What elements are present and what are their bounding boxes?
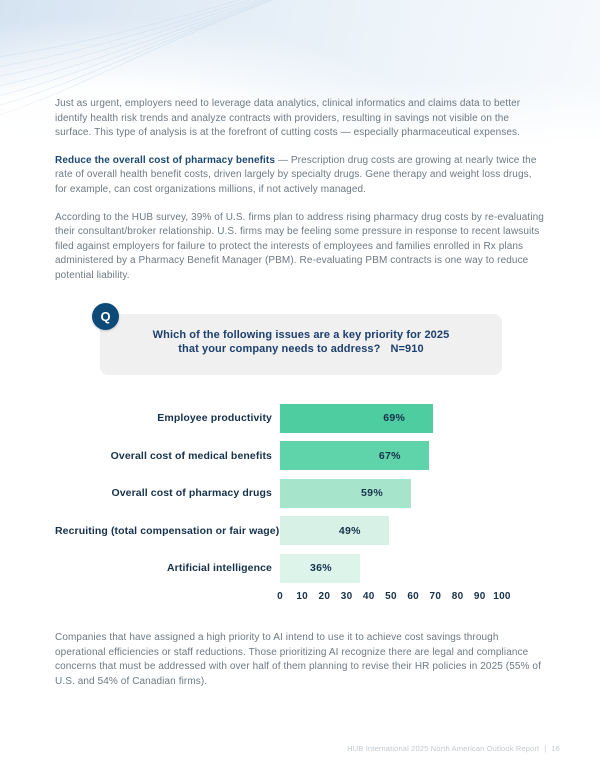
chart-bar: 59% — [280, 478, 411, 508]
page-content: Just as urgent, employers need to levera… — [55, 98, 545, 687]
chart-bar: 49% — [280, 516, 389, 546]
chart-bar: 67% — [280, 441, 429, 471]
x-axis-tick: 30 — [340, 591, 353, 603]
chart-bar: 36% — [280, 553, 360, 583]
chart-bar-row: Artificial intelligence 36% — [55, 553, 545, 583]
x-axis-tick: 60 — [407, 591, 420, 603]
chart-bar-label: Overall cost of medical benefits — [110, 449, 272, 462]
priority-bar-chart: Employee productivity 69% Overall cost of … — [55, 403, 545, 605]
chart-bar-label: Artificial intelligence — [167, 562, 272, 575]
question-badge-icon: Q — [92, 302, 119, 330]
x-axis-tick: 50 — [385, 591, 397, 603]
chart-bar-row: Overall cost of medical benefits 67% — [55, 441, 545, 471]
header-gradient-decoration — [0, 0, 600, 240]
chart-bar-track: 67% — [280, 441, 545, 471]
x-axis-tick: 0 — [277, 591, 283, 603]
question-line-2: that your company needs to address? N=910 — [100, 342, 502, 357]
chart-bar-label: Employee productivity — [157, 412, 272, 425]
chart-bar-label: Recruiting (total compensation or fair w… — [55, 524, 280, 537]
sample-size-label: N=910 — [390, 343, 424, 356]
x-axis: 0 10 20 30 40 50 60 70 80 90 100 — [277, 591, 545, 604]
chart-bar-row: Recruiting (total compensation or fair w… — [55, 516, 545, 546]
x-axis-tick: 20 — [318, 591, 331, 603]
paragraph-hub-survey: According to the HUB survey, 39% of U.S.… — [55, 211, 544, 281]
paragraph-pharmacy-benefits: Reduce the overall cost of pharmacy bene… — [55, 154, 545, 198]
question-line-1: Which of the following issues are a key … — [152, 328, 450, 341]
paragraph-ai-closing: Companies that have assigned a high prio… — [55, 632, 541, 687]
x-axis-tick: 80 — [451, 591, 464, 603]
paragraph-analytics: Just as urgent, employers need to levera… — [55, 98, 521, 139]
page-footer: HUB International 2025 North American Ou… — [347, 744, 560, 753]
chart-bar-value: 59% — [361, 487, 383, 500]
chart-bar-label: Overall cost of pharmacy drugs — [111, 487, 272, 500]
chart-bar-value: 49% — [338, 524, 361, 537]
chart-bar-value: 36% — [309, 562, 332, 575]
question-box: Which of the following issues are a key … — [100, 313, 502, 375]
survey-question-callout: Q Which of the following issues are a ke… — [55, 302, 545, 375]
chart-bar-row: Overall cost of pharmacy drugs 59% — [55, 478, 545, 508]
chart-bar-value: 69% — [383, 412, 406, 425]
x-axis-tick: 100 — [493, 591, 511, 603]
chart-bar: 69% — [280, 403, 434, 433]
footer-page-number: 16 — [551, 744, 560, 753]
footer-report-title: HUB International 2025 North American Ou… — [347, 744, 540, 753]
x-axis-tick: 10 — [296, 591, 309, 603]
paragraph-lead-in: Reduce the overall cost of pharmacy bene… — [55, 154, 276, 166]
chart-bar-value: 67% — [378, 449, 401, 462]
footer-separator: | — [544, 744, 547, 753]
x-axis-tick: 70 — [429, 591, 442, 603]
chart-bar-track: 69% — [280, 403, 545, 433]
chart-bar-track: 59% — [280, 478, 545, 508]
chart-bar-row: Employee productivity 69% — [55, 403, 545, 433]
chart-bar-track: 36% — [280, 553, 545, 583]
question-text: that your company needs to address? — [178, 343, 381, 356]
paragraph-lead-rest: — Prescription drug costs are growing at… — [55, 154, 537, 195]
chart-rows: Employee productivity 69% Overall cost of … — [55, 403, 545, 583]
x-axis-tick: 90 — [473, 591, 486, 603]
chart-bar-track: 49% — [280, 516, 545, 546]
x-axis-tick: 40 — [362, 591, 375, 603]
